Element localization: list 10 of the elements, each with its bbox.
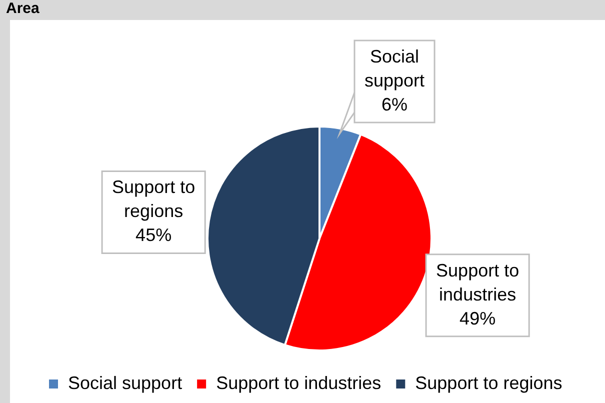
legend-label: Social support xyxy=(68,372,182,393)
data-label: 6% xyxy=(382,94,408,114)
legend-label: Support to industries xyxy=(216,372,382,393)
slice-label: Support to regions xyxy=(112,177,196,222)
slice-label: Social support xyxy=(364,46,425,90)
data-label: 49% xyxy=(460,308,496,328)
data-label: 45% xyxy=(136,225,172,246)
slice-label: Support to industries xyxy=(436,260,520,304)
legend-label: Support to regions xyxy=(415,372,562,393)
chart-title: Area xyxy=(6,0,40,18)
